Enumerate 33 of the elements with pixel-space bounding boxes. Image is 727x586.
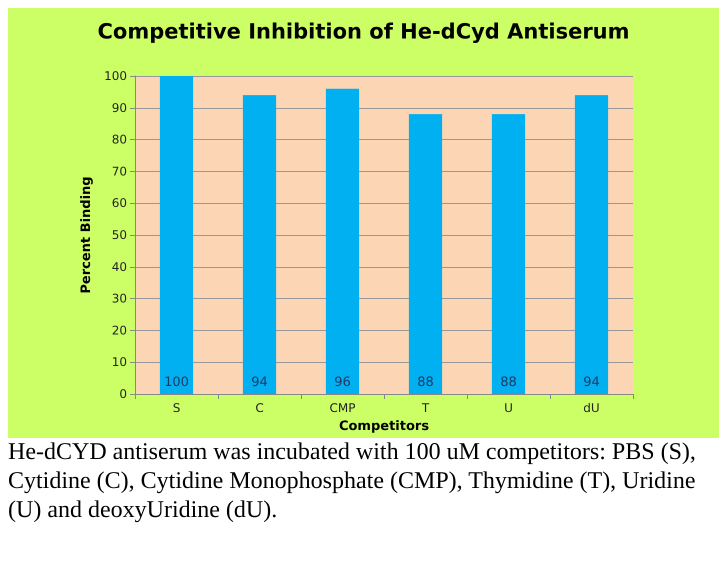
x-tick-label: dU [583,401,600,415]
y-axis-title: Percent Binding [79,176,94,294]
y-tick-label: 90 [112,100,127,115]
y-tick-label: 100 [104,69,127,83]
y-tick-label: 40 [112,260,127,274]
text: He-dCYD antiserum was incubated with 100 uM competitors: PBS (S), Cytidine (C), Cytidine Monophosphate (CMP), Thymidine (T), Uridine (U) and deoxyUridine (dU). [8,438,697,525]
bar [160,76,194,394]
x-tick-label: T [420,401,430,415]
y-tick-label: 50 [112,228,127,242]
x-tick-label: U [504,401,513,415]
data-label: 88 [500,375,517,390]
bar [326,88,360,394]
y-tick-label: 70 [112,164,127,178]
y-tick-label: 10 [112,355,127,370]
x-tick-label: S [172,401,180,415]
y-tick-label: 20 [112,323,127,338]
data-label: 94 [583,375,600,390]
bar [408,114,442,394]
bar [242,95,276,394]
data-label: 88 [417,375,434,390]
data-label: 96 [334,375,351,390]
bar [492,114,526,394]
data-label: 94 [251,375,268,390]
x-tick-label: C [255,401,264,415]
y-tick-label: 80 [112,132,127,147]
x-tick-label: CMP [330,401,356,415]
x-axis-title: Competitors [338,419,430,434]
bar [574,95,608,394]
y-tick-label: 60 [112,196,127,210]
y-tick-label: 30 [112,292,127,306]
data-label: 100 [164,375,189,390]
y-tick-label: 0 [119,387,127,401]
chart-title: Competitive Inhibition of He-dCyd Antiserum [97,20,630,44]
